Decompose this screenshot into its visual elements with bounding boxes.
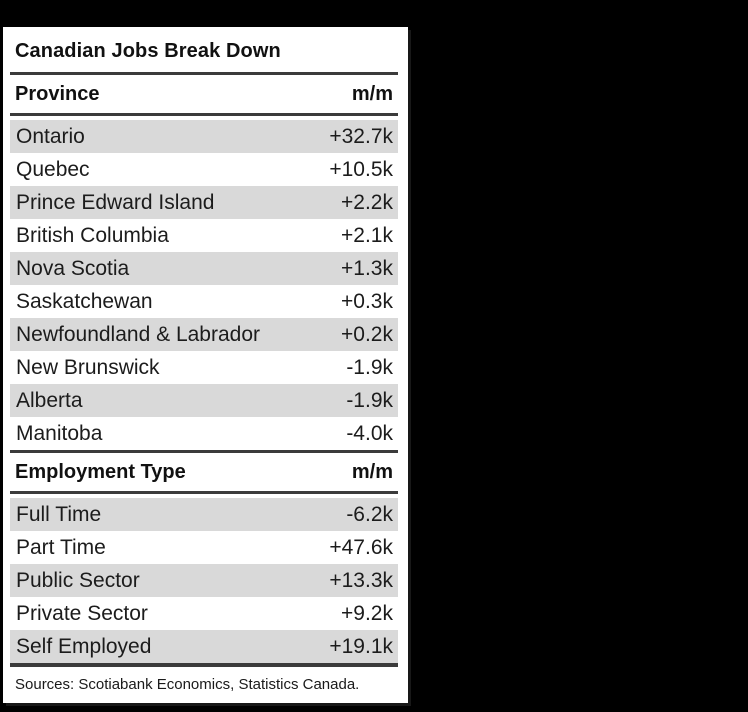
row-label: Part Time xyxy=(16,535,106,559)
row-label: Nova Scotia xyxy=(16,256,130,280)
province-header-row: Province m/m xyxy=(10,75,398,113)
column-header-employment-type: Employment Type xyxy=(15,460,186,483)
column-header-mm: m/m xyxy=(351,82,393,105)
row-label: British Columbia xyxy=(16,223,169,247)
row-value: +13.3k xyxy=(329,568,393,592)
row-value: -1.9k xyxy=(346,388,393,412)
row-value: +47.6k xyxy=(329,535,393,559)
row-label: Manitoba xyxy=(16,421,103,445)
sources-note: Sources: Scotiabank Economics, Statistic… xyxy=(15,676,360,693)
divider xyxy=(10,450,398,453)
row-value: +2.1k xyxy=(341,223,393,247)
table-row-saskatchewan: Saskatchewan +0.3k xyxy=(10,285,398,318)
row-value: +2.2k xyxy=(341,190,393,214)
table-row-prince-edward-island: Prince Edward Island +2.2k xyxy=(10,186,398,219)
row-value: +0.3k xyxy=(341,289,393,313)
table-title: Canadian Jobs Break Down xyxy=(15,40,281,62)
row-label: Prince Edward Island xyxy=(16,190,215,214)
row-value: +10.5k xyxy=(329,157,393,181)
row-label: Public Sector xyxy=(16,568,140,592)
table-row-ontario: Ontario +32.7k xyxy=(10,120,398,153)
table-row-part-time: Part Time +47.6k xyxy=(10,531,398,564)
table-row-quebec: Quebec +10.5k xyxy=(10,153,398,186)
table-row-public-sector: Public Sector +13.3k xyxy=(10,564,398,597)
table-row-self-employed: Self Employed +19.1k xyxy=(10,630,398,663)
table-row-manitoba: Manitoba -4.0k xyxy=(10,417,398,450)
row-value: +19.1k xyxy=(329,634,393,658)
table-row-full-time: Full Time -6.2k xyxy=(10,498,398,531)
divider xyxy=(10,113,398,116)
row-value: +9.2k xyxy=(341,601,393,625)
employment-type-header-row: Employment Type m/m xyxy=(10,453,398,491)
column-header-province: Province xyxy=(15,82,100,105)
table-title-row: Canadian Jobs Break Down xyxy=(10,27,398,72)
row-label: Quebec xyxy=(16,157,90,181)
table-row-private-sector: Private Sector +9.2k xyxy=(10,597,398,630)
table-row-alberta: Alberta -1.9k xyxy=(10,384,398,417)
row-label: Saskatchewan xyxy=(16,289,153,313)
table-row-nova-scotia: Nova Scotia +1.3k xyxy=(10,252,398,285)
row-value: -6.2k xyxy=(346,502,393,526)
divider xyxy=(10,663,398,667)
row-value: +0.2k xyxy=(341,322,393,346)
column-header-mm: m/m xyxy=(351,460,393,483)
table-row-british-columbia: British Columbia +2.1k xyxy=(10,219,398,252)
table-row-newfoundland-labrador: Newfoundland & Labrador +0.2k xyxy=(10,318,398,351)
divider xyxy=(10,72,398,75)
row-value: +32.7k xyxy=(329,124,393,148)
row-value: +1.3k xyxy=(341,256,393,280)
row-label: New Brunswick xyxy=(16,355,160,379)
row-label: Self Employed xyxy=(16,634,152,658)
row-value: -4.0k xyxy=(346,421,393,445)
row-label: Full Time xyxy=(16,502,102,526)
table-row-new-brunswick: New Brunswick -1.9k xyxy=(10,351,398,384)
row-label: Ontario xyxy=(16,124,85,148)
jobs-table-panel: Canadian Jobs Break Down Province m/m On… xyxy=(3,27,408,703)
row-label: Private Sector xyxy=(16,601,148,625)
row-value: -1.9k xyxy=(346,355,393,379)
row-label: Alberta xyxy=(16,388,83,412)
divider xyxy=(10,491,398,494)
row-label: Newfoundland & Labrador xyxy=(16,322,261,346)
